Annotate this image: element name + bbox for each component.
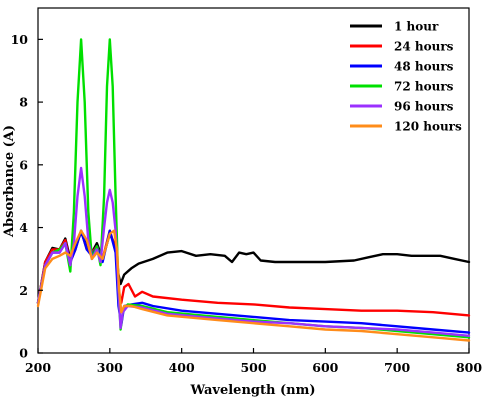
y-tick-label: 2 xyxy=(19,283,28,298)
x-tick-label: 500 xyxy=(240,360,266,375)
legend-label: 72 hours xyxy=(394,80,454,94)
axis-layer: 200 300 400 500 600 700 800 0 2 4 6 8 10 xyxy=(11,32,483,375)
x-tick-label: 200 xyxy=(25,360,51,375)
y-tick-label: 6 xyxy=(19,157,28,172)
x-tick-label: 800 xyxy=(456,360,482,375)
y-tick-label: 8 xyxy=(19,95,28,110)
legend-label: 96 hours xyxy=(394,100,454,114)
y-tick-label: 10 xyxy=(11,32,29,47)
x-axis-title: Wavelength (nm) xyxy=(190,383,316,398)
legend-label: 48 hours xyxy=(394,60,454,74)
legend-label: 24 hours xyxy=(394,40,454,54)
series-line-120-hours xyxy=(36,229,471,342)
y-tick-label: 4 xyxy=(19,220,28,235)
legend-label: 120 hours xyxy=(394,120,462,134)
series-layer xyxy=(36,38,471,342)
legend-label: 1 hour xyxy=(394,20,439,34)
x-tick-label: 300 xyxy=(97,360,123,375)
y-tick-label: 0 xyxy=(19,346,28,361)
x-tick-label: 700 xyxy=(384,360,410,375)
x-tick-label: 600 xyxy=(312,360,338,375)
x-tick-label: 400 xyxy=(169,360,195,375)
series-line-96-hours xyxy=(36,166,471,337)
y-axis-title: Absorbance (A) xyxy=(2,125,17,238)
legend: 1 hour 24 hours 48 hours 72 hours 96 hours 12… xyxy=(350,20,462,134)
